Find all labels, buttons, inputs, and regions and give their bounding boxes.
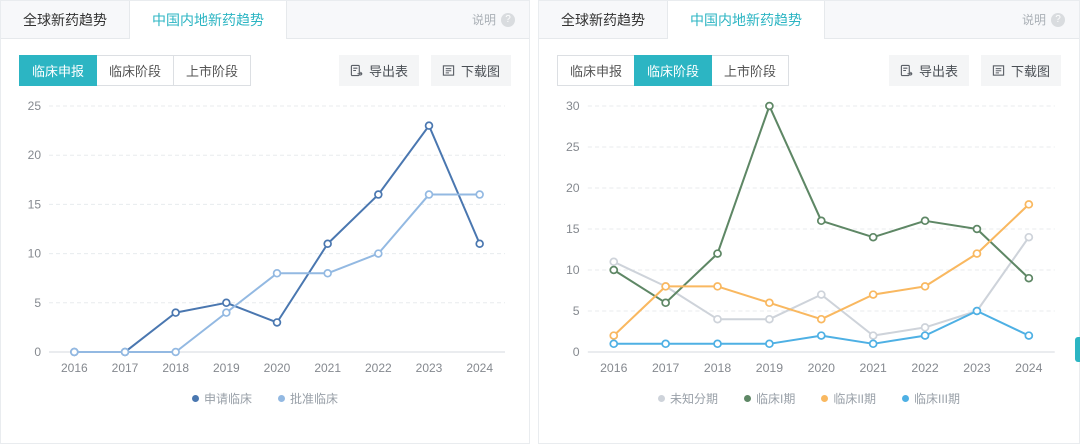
panel-content: 临床申报 临床阶段 上市阶段 导出表 下载图 xyxy=(539,39,1079,443)
svg-text:2024: 2024 xyxy=(466,361,493,375)
svg-text:0: 0 xyxy=(573,345,580,359)
svg-text:2019: 2019 xyxy=(213,361,240,375)
filter-clinical-application[interactable]: 临床申报 xyxy=(19,55,98,86)
legend-item[interactable]: 临床II期 xyxy=(821,390,876,407)
svg-text:2023: 2023 xyxy=(963,361,991,375)
help-link[interactable]: 说明 ? xyxy=(458,1,529,38)
svg-text:10: 10 xyxy=(28,247,42,261)
export-table-label: 导出表 xyxy=(918,64,958,79)
legend-label: 临床III期 xyxy=(914,392,961,406)
legend-item[interactable]: 批准临床 xyxy=(278,390,338,407)
legend-dot xyxy=(902,395,909,402)
help-link[interactable]: 说明 ? xyxy=(1008,1,1079,38)
filter-clinical-stage[interactable]: 临床阶段 xyxy=(634,55,713,86)
tab-global-trend[interactable]: 全球新药趋势 xyxy=(561,11,645,28)
filter-clinical-stage[interactable]: 临床阶段 xyxy=(96,55,175,86)
legend-label: 临床I期 xyxy=(755,392,796,406)
svg-text:5: 5 xyxy=(34,296,41,310)
legend-dot xyxy=(191,395,199,402)
download-image-label: 下载图 xyxy=(1010,64,1050,79)
export-table-button[interactable]: 导出表 xyxy=(338,55,419,86)
chart-legend: 未知分期 临床I期 临床II期 临床III期 xyxy=(553,382,1065,417)
tab-bar: 全球新药趋势 中国内地新药趋势 说明 ? xyxy=(539,1,1079,39)
chart-legend: 申请临床 批准临床 xyxy=(15,382,515,417)
svg-text:15: 15 xyxy=(566,222,580,236)
clinical-application-trend-chart: 0 5 10 15 20 25 2016 2017 2018 2019 2020 2021 2022 20… xyxy=(28,99,505,375)
svg-text:2019: 2019 xyxy=(756,361,784,375)
legend-dot xyxy=(743,395,751,402)
svg-text:2020: 2020 xyxy=(264,361,291,375)
legend-label: 申请临床 xyxy=(203,392,252,406)
svg-text:25: 25 xyxy=(28,99,42,113)
stage-filter-group: 临床申报 临床阶段 上市阶段 xyxy=(557,55,790,86)
help-label: 说明 xyxy=(471,13,496,27)
filter-market-stage[interactable]: 上市阶段 xyxy=(173,55,252,86)
filter-market-stage[interactable]: 上市阶段 xyxy=(711,55,790,86)
legend-label: 批准临床 xyxy=(290,392,339,406)
svg-text:2016: 2016 xyxy=(600,361,628,375)
legend-item[interactable]: 临床III期 xyxy=(902,390,960,407)
tab-global-trend[interactable]: 全球新药趋势 xyxy=(23,11,107,28)
svg-text:25: 25 xyxy=(566,140,580,154)
image-download-icon xyxy=(992,64,1005,77)
download-image-button[interactable]: 下载图 xyxy=(980,55,1061,86)
svg-text:2018: 2018 xyxy=(704,361,732,375)
legend-dot xyxy=(657,395,665,402)
svg-text:2022: 2022 xyxy=(365,361,392,375)
svg-text:2022: 2022 xyxy=(911,361,939,375)
legend-dot xyxy=(278,395,285,402)
svg-text:2018: 2018 xyxy=(162,361,189,375)
help-label: 说明 xyxy=(1021,13,1046,27)
svg-text:2016: 2016 xyxy=(61,361,88,375)
table-export-icon xyxy=(350,64,363,77)
svg-text:2021: 2021 xyxy=(314,361,341,375)
legend-item[interactable]: 申请临床 xyxy=(191,390,252,407)
svg-text:2017: 2017 xyxy=(112,361,139,375)
panel-content: 临床申报 临床阶段 上市阶段 导出表 下载图 xyxy=(1,39,529,443)
chart-tools: 导出表 下载图 xyxy=(338,55,511,86)
panel-clinical-stage: 全球新药趋势 中国内地新药趋势 说明 ? 临床申报 临床阶段 上市阶段 xyxy=(538,0,1080,444)
svg-text:20: 20 xyxy=(28,148,42,162)
legend-label: 临床II期 xyxy=(833,392,876,406)
toolbar: 临床申报 临床阶段 上市阶段 导出表 下载图 xyxy=(557,55,1061,86)
download-image-button[interactable]: 下载图 xyxy=(430,55,511,86)
tab-china-mainland-trend[interactable]: 中国内地新药趋势 xyxy=(129,1,287,39)
download-image-label: 下载图 xyxy=(460,64,500,79)
tab-china-mainland-trend[interactable]: 中国内地新药趋势 xyxy=(667,1,825,39)
svg-text:30: 30 xyxy=(566,99,580,113)
image-download-icon xyxy=(442,64,455,77)
clinical-stage-trend-chart: 0 5 10 15 20 25 30 2016 2017 2018 2019 2020 2021 2022… xyxy=(566,99,1055,375)
svg-text:2023: 2023 xyxy=(416,361,443,375)
svg-text:15: 15 xyxy=(28,197,42,211)
svg-text:20: 20 xyxy=(566,181,580,195)
export-table-button[interactable]: 导出表 xyxy=(888,55,969,86)
svg-text:5: 5 xyxy=(573,304,580,318)
tab-bar: 全球新药趋势 中国内地新药趋势 说明 ? xyxy=(1,1,529,39)
question-circle-icon: ? xyxy=(1051,12,1065,27)
svg-text:2017: 2017 xyxy=(652,361,680,375)
stage-filter-group: 临床申报 临床阶段 上市阶段 xyxy=(19,55,252,86)
svg-text:0: 0 xyxy=(34,345,41,359)
panel-clinical-application: 全球新药趋势 中国内地新药趋势 说明 ? 临床申报 临床阶段 上市阶段 xyxy=(0,0,530,444)
legend-item[interactable]: 未知分期 xyxy=(657,390,718,407)
edge-floating-button[interactable] xyxy=(1075,337,1080,362)
filter-clinical-application[interactable]: 临床申报 xyxy=(557,55,636,86)
legend-label: 未知分期 xyxy=(669,392,718,406)
export-table-label: 导出表 xyxy=(368,64,408,79)
question-circle-icon: ? xyxy=(501,12,515,27)
svg-text:10: 10 xyxy=(566,263,580,277)
toolbar: 临床申报 临床阶段 上市阶段 导出表 下载图 xyxy=(19,55,511,86)
table-export-icon xyxy=(900,64,913,77)
svg-text:2020: 2020 xyxy=(808,361,836,375)
chart-tools: 导出表 下载图 xyxy=(888,55,1061,86)
svg-text:2021: 2021 xyxy=(860,361,888,375)
legend-dot xyxy=(821,395,829,402)
svg-text:2024: 2024 xyxy=(1015,361,1043,375)
legend-item[interactable]: 临床I期 xyxy=(743,390,796,407)
